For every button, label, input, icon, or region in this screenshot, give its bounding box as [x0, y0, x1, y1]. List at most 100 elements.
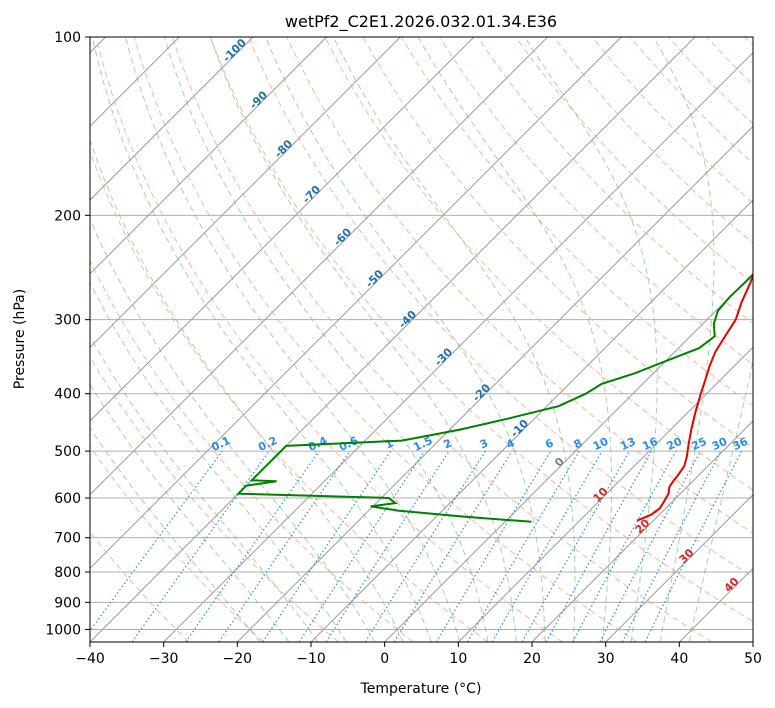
- background-line-labels: -100-90-80-70-60-50-40-30-20-10010203040…: [209, 36, 751, 595]
- isotherm-line: [457, 346, 753, 642]
- moist-adiabat: [265, 37, 546, 642]
- moist-adiabat: [90, 335, 319, 642]
- isotherm-line: [310, 199, 753, 642]
- isotherm-line: [752, 641, 753, 642]
- dry-adiabat: [90, 445, 264, 642]
- dry-adiabat: [95, 37, 563, 642]
- mixing-ratio-label: 36: [731, 435, 751, 453]
- mixing-ratio-line: [298, 450, 425, 642]
- x-axis-label: Temperature (°C): [360, 681, 482, 697]
- isotherm-label: -30: [432, 345, 455, 368]
- mixing-ratio-label: 20: [665, 435, 685, 453]
- mixing-ratio-line: [435, 450, 552, 642]
- mixing-ratio-line: [364, 450, 486, 642]
- y-axis-label: Pressure (hPa): [12, 289, 28, 389]
- isotherm-line: [531, 420, 753, 642]
- dry-adiabat: [515, 37, 753, 284]
- plot-area: -100-90-80-70-60-50-40-30-20-10010203040…: [90, 36, 753, 642]
- dry-adiabat: [90, 356, 339, 642]
- mixing-ratio-line: [393, 450, 513, 642]
- dry-adiabat: [171, 37, 712, 642]
- moist-adiabats: [90, 37, 753, 642]
- isotherm-label: -90: [247, 88, 270, 111]
- isotherm-label: -20: [470, 381, 493, 404]
- y-axis-ticks: 100 200 300 400 500 600 700 800 900 1000: [45, 30, 90, 638]
- isotherm-label: -50: [363, 267, 386, 290]
- dry-adiabat: [90, 531, 190, 642]
- isotherm-line: [163, 51, 753, 642]
- isotherm-line: [90, 37, 549, 496]
- isotherm-line: [90, 37, 254, 201]
- mixing-ratio-line: [131, 450, 270, 642]
- moist-adiabat: [653, 37, 715, 642]
- x-tick-label: 30: [597, 651, 615, 667]
- isotherm-label: -10: [508, 417, 531, 440]
- moist-adiabat: [163, 37, 489, 642]
- isotherm-label: -60: [331, 225, 354, 248]
- moist-adiabat: [125, 37, 461, 642]
- mixing-ratio-line: [90, 450, 223, 632]
- y-tick-label: 700: [54, 531, 81, 547]
- isotherm-line: [90, 37, 696, 642]
- plot-frame: [89, 36, 754, 643]
- isotherm-line: [90, 37, 401, 349]
- isotherm-label: -70: [300, 183, 323, 206]
- x-axis-ticks: −40 −30 −20 −10 0 10 20 30 40 50: [75, 642, 762, 667]
- mixing-ratio-label: 6: [543, 436, 556, 451]
- mixing-ratio-lines: [90, 450, 743, 642]
- x-tick-label: 10: [449, 651, 467, 667]
- mixing-ratio-label: 30: [710, 435, 730, 453]
- isotherm-line: [384, 272, 753, 642]
- y-tick-label: 900: [54, 595, 81, 611]
- isotherm-label: -40: [396, 308, 419, 331]
- isotherm-line: [90, 37, 475, 422]
- y-tick-label: 100: [54, 30, 81, 46]
- x-tick-label: 20: [523, 651, 541, 667]
- moist-adiabat: [91, 37, 432, 642]
- dry-adiabat: [744, 37, 753, 47]
- mixing-ratio-label: 13: [618, 435, 637, 453]
- isotherm-line: [236, 125, 753, 642]
- x-tick-label: −10: [296, 651, 326, 667]
- x-tick-label: −40: [75, 651, 105, 667]
- dry-adiabat: [553, 37, 753, 244]
- y-tick-label: 1000: [45, 622, 81, 638]
- mixing-ratio-line: [599, 450, 702, 642]
- moist-adiabat: [209, 37, 517, 642]
- y-tick-label: 400: [54, 387, 81, 403]
- mixing-ratio-line: [521, 450, 631, 642]
- mixing-ratio-line: [644, 450, 743, 642]
- moist-adiabat: [524, 37, 658, 642]
- grid-lines: [90, 37, 753, 630]
- isotherm-label: 40: [722, 575, 742, 595]
- isotherms: [90, 37, 753, 642]
- mixing-ratio-line: [262, 450, 392, 642]
- isotherm-line: [90, 37, 622, 570]
- x-tick-label: 40: [670, 651, 688, 667]
- dry-adiabat: [248, 37, 753, 578]
- mixing-ratio-line: [185, 450, 320, 642]
- x-tick-label: −20: [223, 651, 253, 667]
- moist-adiabat: [688, 358, 753, 642]
- mixing-ratio-line: [325, 450, 450, 642]
- y-tick-label: 500: [54, 444, 81, 460]
- mixing-ratio-line: [545, 450, 653, 642]
- isotherm-label: -100: [220, 36, 249, 65]
- moist-adiabat: [332, 37, 576, 642]
- y-tick-label: 300: [54, 313, 81, 329]
- moist-adiabat: [417, 37, 612, 642]
- dry-adiabat: [324, 37, 753, 491]
- dry-adiabat: [90, 259, 414, 642]
- moist-adiabat: [90, 427, 261, 642]
- dry-adiabat: [286, 37, 753, 534]
- mixing-ratio-label: 10: [591, 435, 611, 453]
- isotherm-label: -80: [272, 137, 295, 160]
- mixing-ratio-line: [218, 450, 351, 642]
- mixing-ratio-label: 2: [442, 436, 454, 451]
- isotherm-line: [678, 567, 753, 642]
- moist-adiabat: [90, 383, 290, 642]
- dry-adiabat: [133, 37, 638, 642]
- dry-adiabat: [477, 37, 753, 325]
- isotherm-line: [605, 493, 753, 642]
